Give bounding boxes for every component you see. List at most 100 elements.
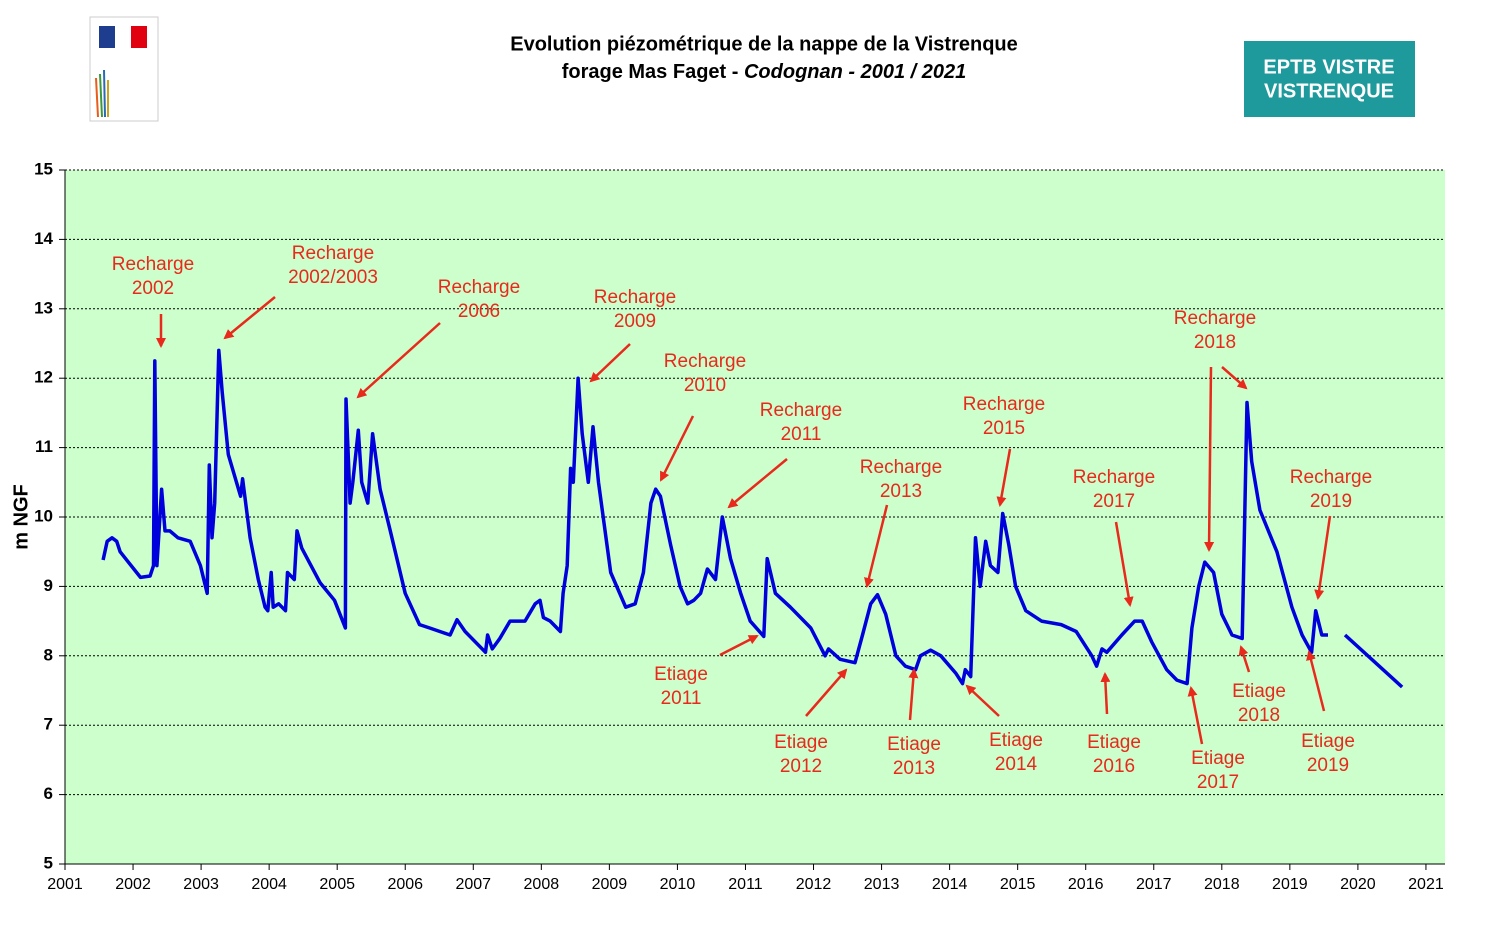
x-tick-label: 2012 (796, 876, 832, 893)
annotation: 2016 (1093, 756, 1135, 777)
annotation: Recharge (963, 394, 1045, 415)
x-tick-label: 2019 (1272, 876, 1308, 893)
x-tick-label: 2015 (1000, 876, 1036, 893)
x-tick-label: 2003 (183, 876, 219, 893)
x-tick-label: 2002 (115, 876, 151, 893)
annotation: Recharge (1073, 467, 1155, 488)
x-tick-label: 2018 (1204, 876, 1240, 893)
annotation: 2012 (780, 756, 822, 777)
annotation: 2019 (1310, 491, 1352, 512)
annotation-arrow (1204, 366, 1215, 552)
annotation-arrow (864, 504, 889, 588)
y-tick-label: 9 (44, 576, 53, 595)
annotation: Etiage (1191, 748, 1245, 769)
chart-subtitle: forage Mas Faget - Codognan - 2001 / 202… (562, 61, 967, 83)
annotation: 2014 (995, 754, 1038, 775)
x-tick-label: 2004 (251, 876, 287, 893)
annotation: Etiage (1087, 732, 1141, 753)
annotation-arrow (1187, 686, 1204, 745)
annotation: Etiage (774, 732, 828, 753)
annotation-arrow (1221, 366, 1248, 390)
annotation-arrow (223, 296, 276, 340)
x-tick-label: 2021 (1408, 876, 1444, 893)
annotation: 2011 (661, 688, 702, 709)
x-tick-label: 2011 (728, 876, 763, 893)
annotation: Recharge (860, 457, 942, 478)
annotation-arrow (589, 343, 631, 383)
annotation: 2017 (1093, 491, 1135, 512)
x-tick-label: 2014 (932, 876, 968, 893)
y-tick-label: 8 (44, 645, 53, 664)
annotation: 2018 (1194, 332, 1236, 353)
x-tick-label: 2005 (319, 876, 355, 893)
y-axis-label: m NGF (10, 484, 32, 550)
y-tick-label: 10 (34, 506, 53, 525)
annotation-arrow (1114, 521, 1134, 607)
annotation: Recharge (664, 351, 746, 372)
x-tick-label: 2016 (1068, 876, 1104, 893)
annotation: 2009 (614, 311, 656, 332)
annotation-arrow (1314, 515, 1332, 600)
annotation: Recharge (594, 287, 676, 308)
annotation-arrow (727, 458, 788, 509)
y-tick-label: 12 (34, 368, 53, 387)
x-tick-label: 2013 (864, 876, 900, 893)
left-logo (89, 16, 159, 122)
annotation: 2015 (983, 418, 1025, 439)
annotation: Etiage (989, 730, 1043, 751)
annotation: Etiage (1232, 681, 1286, 702)
annotation-arrow (805, 668, 848, 717)
annotation-arrow (1100, 672, 1111, 715)
x-tick-label: 2007 (455, 876, 491, 893)
annotation: 2002 (132, 278, 174, 299)
x-tick-label: 2008 (524, 876, 560, 893)
annotation-arrow (1306, 650, 1326, 712)
annotation: Etiage (654, 664, 708, 685)
annotation: 2002/2003 (288, 267, 378, 288)
subtitle-part: Codognan - 2001 / 2021 (744, 61, 966, 83)
chart-title: Evolution piézométrique de la nappe de l… (510, 33, 1018, 55)
data-line (101, 348, 1404, 689)
subtitle-part: forage Mas Faget - (562, 61, 744, 83)
annotation-arrow (356, 322, 441, 399)
annotation-arrow (719, 634, 759, 657)
annotation-arrow (1238, 645, 1251, 673)
annotation: 2006 (458, 301, 500, 322)
right-logo (1244, 41, 1415, 117)
annotation: Etiage (1301, 731, 1355, 752)
annotation-arrow (965, 684, 1000, 717)
y-tick-label: 7 (44, 715, 53, 734)
annotation: Recharge (760, 400, 842, 421)
x-tick-label: 2006 (387, 876, 423, 893)
annotation: 2010 (684, 375, 726, 396)
logo-text: VISTRENQUE (1264, 80, 1394, 102)
annotation-arrow (996, 448, 1012, 507)
annotation: Recharge (292, 243, 374, 264)
y-tick-label: 13 (34, 298, 53, 317)
x-tick-label: 2020 (1340, 876, 1376, 893)
annotation: 2017 (1197, 772, 1239, 793)
x-tick-label: 2009 (592, 876, 628, 893)
annotation-arrow (659, 415, 695, 482)
x-tick-label: 2010 (660, 876, 696, 893)
annotation: 2013 (893, 758, 935, 779)
y-tick-label: 6 (44, 784, 53, 803)
y-tick-label: 11 (35, 437, 53, 456)
annotation: 2013 (880, 481, 922, 502)
y-tick-label: 14 (34, 229, 53, 248)
logo-text: EPTB VISTRE (1263, 56, 1394, 78)
annotation: Recharge (438, 277, 520, 298)
annotation: Recharge (1290, 467, 1372, 488)
annotation: 2018 (1238, 705, 1280, 726)
x-tick-label: 2017 (1136, 876, 1172, 893)
annotation: 2011 (781, 424, 822, 445)
annotation: Etiage (887, 734, 941, 755)
y-tick-label: 5 (44, 853, 53, 872)
x-tick-label: 2001 (47, 876, 83, 893)
y-tick-label: 15 (34, 159, 53, 178)
annotation: 2019 (1307, 755, 1349, 776)
annotation-arrow (908, 668, 919, 721)
annotation: Recharge (112, 254, 194, 275)
annotation: Recharge (1174, 308, 1256, 329)
